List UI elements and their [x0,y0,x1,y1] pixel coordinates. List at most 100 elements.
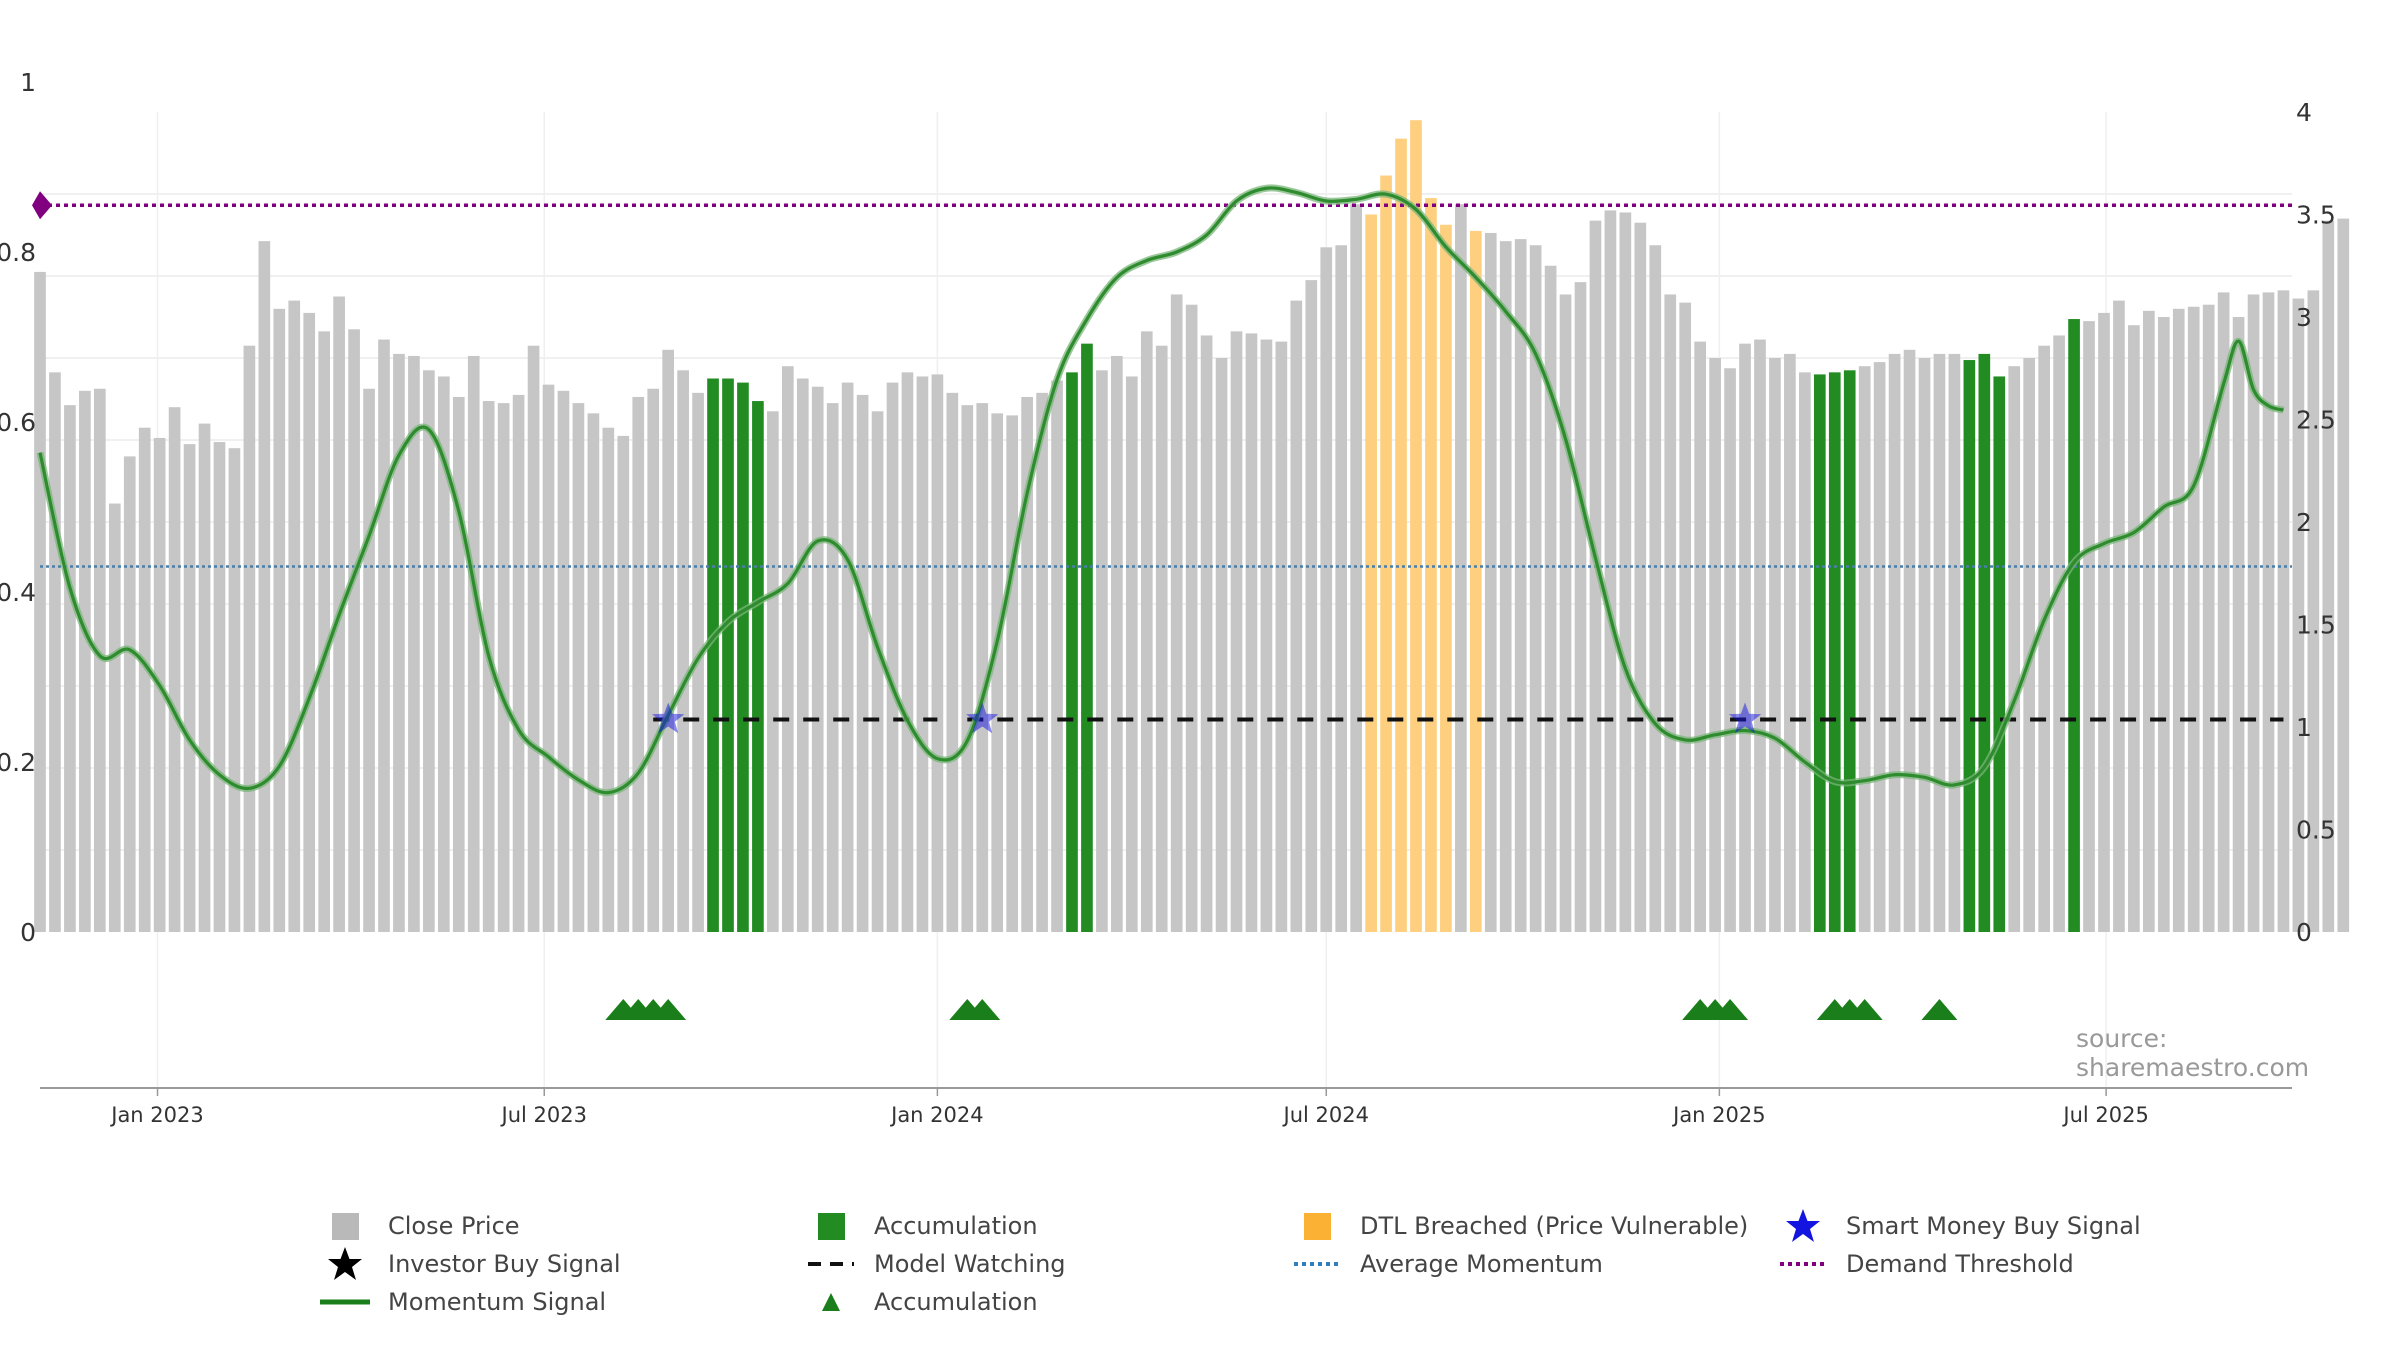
close-price-bar [1589,220,1602,932]
accumulation-bar [1081,343,1093,932]
close-price-bar [363,388,375,932]
close-price-bar [393,353,405,932]
close-price-bar [1784,353,1796,932]
legend-label: Close Price [388,1212,520,1240]
close-price-bar [467,355,480,932]
close-price-bar [916,376,929,932]
close-price-bar [437,376,450,932]
close-price-bar [123,456,136,932]
close-price-bar [1140,331,1153,933]
x-axis: Jan 2023 Jul 2023 Jan 2024 Jul 2024 Jan 2025… [40,1087,2292,1127]
legend-item-dtl-breached: DTL Breached (Price Vulnerable) [1292,1208,1748,1244]
close-price-bar [1514,239,1527,933]
close-price-bar [1230,331,1243,933]
close-price-bar [856,394,869,932]
close-price-bar [1006,415,1018,932]
momentum-signal-line [38,186,2284,795]
close-price-bar [348,329,360,932]
close-price-bar [2038,345,2050,932]
close-price-bar [183,444,196,932]
accumulation-bar [752,401,764,932]
accumulation-bar [2068,319,2080,932]
close-price-bar [1694,341,1706,933]
close-price-bar [677,370,689,932]
close-price-bar [2322,220,2335,932]
close-price-bar [2307,290,2320,933]
close-price-bar [213,442,226,932]
close-price-bar [1096,370,1108,932]
close-price-bar [901,372,914,933]
close-price-bar [1155,345,1168,932]
left-axis-tick-label: 0.6 [0,408,36,437]
close-price-bar [1215,358,1228,932]
close-price-bar [1260,339,1273,932]
close-price-bar [1170,294,1183,932]
dtl-breached-bar [1395,138,1407,932]
source-note: source: sharemaestro.com [2076,1024,2310,1082]
close-price-bar [168,407,181,932]
close-price-bar [632,396,645,932]
close-price-bar [1754,339,1766,932]
close-price-bar [1799,372,1811,933]
close-price-bar [512,394,525,932]
close-price-bar [572,403,585,933]
close-price-bar [1111,355,1123,932]
close-price-bar [2187,306,2200,932]
close-price-bar [587,413,600,933]
blue-star-icon [1778,1208,1828,1244]
legend-item-accumulation-marker: Accumulation [806,1284,1038,1320]
accumulation-bar [1843,370,1856,932]
close-price-bar [2143,310,2155,933]
close-price-bar [108,503,121,932]
legend-label: Smart Money Buy Signal [1846,1212,2141,1240]
close-price-bar [991,413,1004,933]
black-star-icon [320,1246,370,1282]
x-axis-tick-label: Jan 2023 [109,1103,204,1127]
close-price-bar [2098,312,2110,932]
left-axis: 0 0.2 0.4 0.6 0.8 1 [0,68,36,947]
accumulation-bar [1066,372,1078,933]
right-axis: 0 0.5 1 1.5 2 2.5 3 3.5 4 [2296,98,2336,947]
legend-item-smart-money: Smart Money Buy Signal [1778,1208,2141,1244]
black-dash-icon [806,1246,856,1282]
close-price-bar [138,427,151,932]
left-axis-tick-label: 0.8 [0,238,36,267]
legend-label: Average Momentum [1360,1250,1603,1278]
orange-square-icon [1292,1208,1342,1244]
close-price-bar [931,374,944,932]
close-price-bar [871,411,884,932]
close-price-bar [243,345,256,932]
accumulation-triangle [1712,999,1749,1020]
close-price-bar [2217,292,2230,932]
close-price-bar [1320,247,1333,933]
close-price-bar [1574,282,1587,932]
dtl-breached-bar [1425,198,1437,933]
close-price-bar [1664,294,1677,932]
close-price-bar [781,366,794,932]
right-axis-tick-label: 0.5 [2296,816,2336,845]
close-price-bar [1709,358,1721,932]
close-price-bar [1185,304,1198,932]
close-price-bar [258,241,271,932]
accumulation-triangles [605,999,1958,1020]
right-axis-tick-label: 1 [2296,713,2312,742]
close-price-bar [318,331,331,933]
smart-money-star [1728,702,1762,734]
x-axis-tick-label: Jul 2023 [500,1103,587,1127]
close-price-bar [1305,280,1318,933]
close-price-bar [1275,341,1288,933]
momentum-line [36,184,2285,797]
close-price-bar [34,271,46,932]
close-price-bar [198,423,211,932]
left-axis-tick-label: 0.4 [0,578,36,607]
close-price-bar [1245,333,1258,932]
close-price-bar [1888,353,1901,932]
right-axis-tick-label: 1.5 [2296,611,2336,640]
close-price-bar [1125,376,1138,932]
legend-item-average-momentum: Average Momentum [1292,1246,1603,1282]
x-axis-tick-label: Jan 2025 [1671,1103,1766,1127]
close-price-bar [2023,358,2036,932]
close-price-bar [1499,241,1512,932]
